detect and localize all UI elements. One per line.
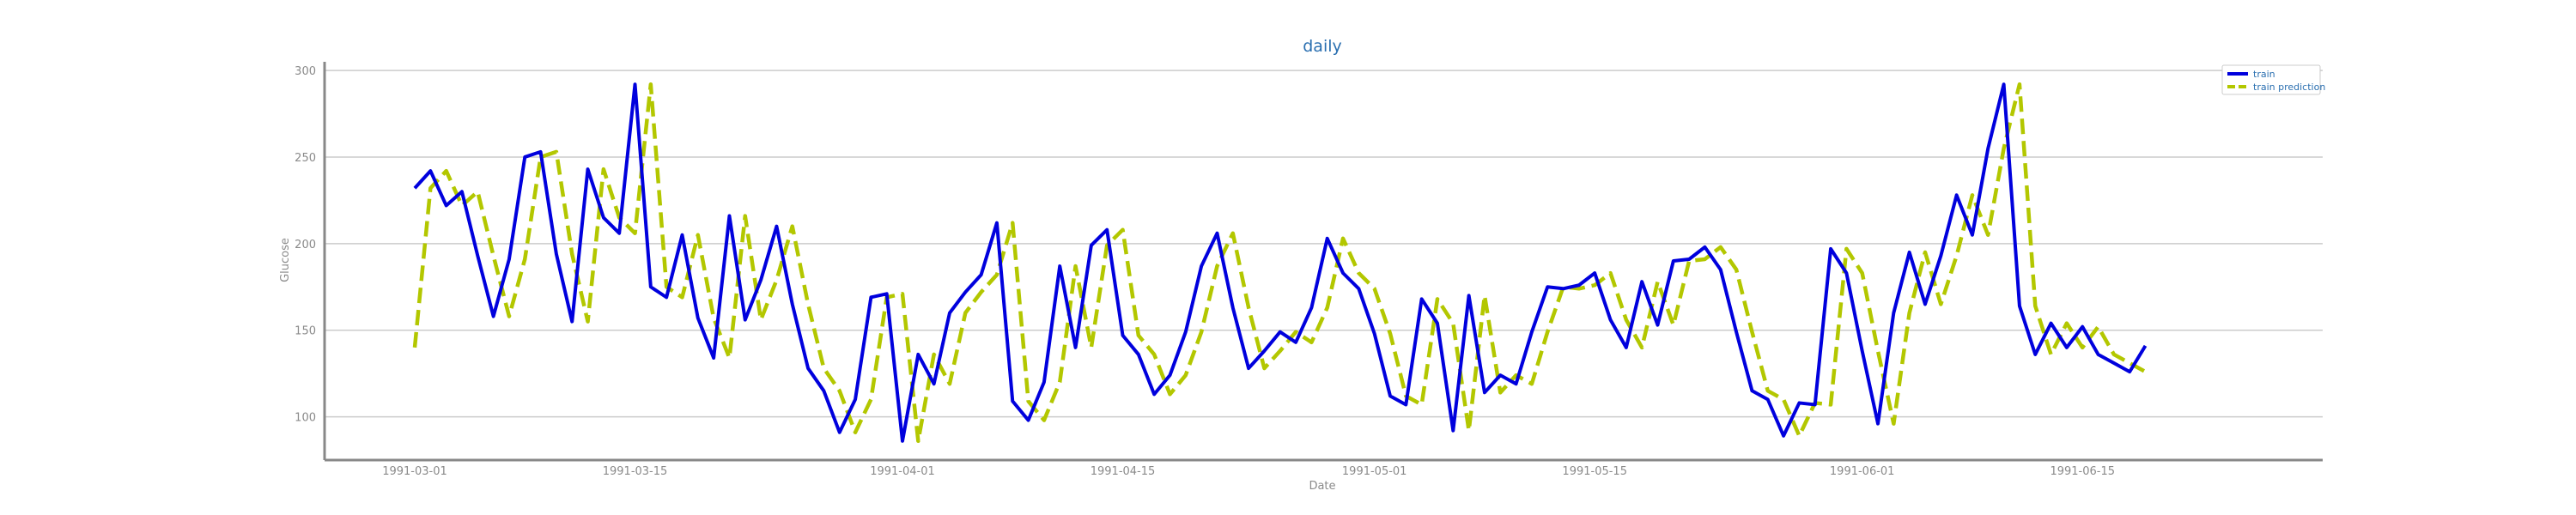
- x-tick-label-1991-06-15: 1991-06-15: [2050, 465, 2115, 478]
- x-tick-label-1991-04-15: 1991-04-15: [1091, 465, 1156, 478]
- axes-layer: [323, 62, 2323, 462]
- y-tick-label-100: 100: [295, 412, 316, 425]
- legend-label-train-prediction: train prediction: [2253, 82, 2325, 93]
- series-line-train: [413, 82, 2148, 443]
- x-tick-label-1991-03-01: 1991-03-01: [382, 465, 447, 478]
- x-tick-label-1991-05-01: 1991-05-01: [1342, 465, 1407, 478]
- chart-title: daily: [1303, 37, 1342, 56]
- y-tick-label-150: 150: [295, 325, 316, 338]
- x-axis-label: Date: [1309, 480, 1335, 493]
- x-tick-label-1991-06-01: 1991-06-01: [1830, 465, 1895, 478]
- y-tick-label-300: 300: [295, 65, 316, 78]
- y-axis-label: Glucose: [279, 238, 292, 282]
- legend-label-train: train: [2253, 69, 2275, 80]
- series-line-train-prediction: [412, 82, 2147, 444]
- x-tick-label-1991-05-15: 1991-05-15: [1562, 465, 1627, 478]
- y-tick-label-250: 250: [295, 152, 316, 165]
- x-tick-label-1991-03-15: 1991-03-15: [603, 465, 668, 478]
- y-tick-label-200: 200: [295, 239, 316, 251]
- y-tick-labels: 100 150 200 250 300: [295, 65, 316, 424]
- legend: train train prediction: [2221, 64, 2325, 95]
- x-tick-label-1991-04-01: 1991-04-01: [870, 465, 935, 478]
- x-tick-labels: 1991-03-01 1991-03-15 1991-04-01 1991-04-15…: [382, 465, 2115, 478]
- series-layer: [412, 82, 2148, 444]
